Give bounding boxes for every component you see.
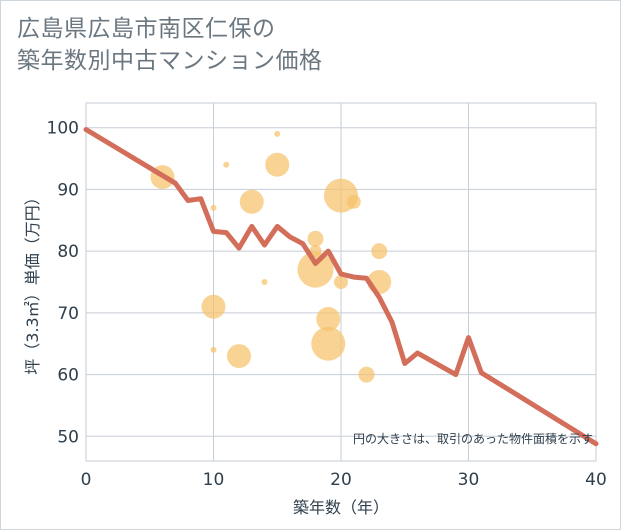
y-tick-label: 70 xyxy=(57,304,79,324)
x-tick-label: 20 xyxy=(330,470,352,490)
bubble-point xyxy=(239,189,264,214)
bubble-point xyxy=(210,204,217,211)
y-tick-labels: 50 60 70 80 90 100 xyxy=(47,119,79,448)
bubble-point xyxy=(358,366,375,383)
x-tick-label: 40 xyxy=(585,470,607,490)
bubble-point xyxy=(274,130,281,137)
bubble-point xyxy=(265,152,290,177)
bubble-size-note: 円の大きさは、取引のあった物件面積を示す xyxy=(353,431,593,446)
title-line-1: 広島県広島市南区仁保の xyxy=(17,16,276,42)
title-line-2: 築年数別中古マンション価格 xyxy=(17,48,323,74)
bubble-point xyxy=(227,344,251,369)
chart-title: 広島県広島市南区仁保の 築年数別中古マンション価格 xyxy=(17,13,323,77)
price-line xyxy=(83,127,599,447)
bubble-point xyxy=(223,161,230,168)
price-line-series xyxy=(83,127,599,447)
y-tick-label: 50 xyxy=(57,427,79,447)
gridlines xyxy=(86,103,596,461)
bubble-point xyxy=(316,307,341,332)
x-axis-label: 築年数（年） xyxy=(293,498,389,517)
bubble-point xyxy=(297,251,334,288)
bubble-point xyxy=(307,230,324,247)
y-tick-label: 60 xyxy=(57,366,79,386)
x-tick-label: 0 xyxy=(81,470,92,490)
bubble-point xyxy=(261,279,268,285)
bubble-point xyxy=(371,243,388,260)
bubble-point xyxy=(346,194,361,209)
bubble-point xyxy=(210,346,217,353)
bubble-series xyxy=(150,130,392,383)
y-tick-label: 90 xyxy=(57,180,79,200)
bubble-point xyxy=(334,275,348,289)
y-axis-label: 坪（3.3㎡）単価（万円） xyxy=(23,189,42,374)
y-tick-label: 100 xyxy=(47,119,79,139)
x-tick-label: 10 xyxy=(203,470,225,490)
y-tick-label: 80 xyxy=(57,242,79,262)
bubble-point xyxy=(201,294,226,319)
bubble-point xyxy=(311,326,346,361)
x-tick-label: 30 xyxy=(458,470,480,490)
x-tick-labels: 0 10 20 30 40 xyxy=(81,470,607,490)
